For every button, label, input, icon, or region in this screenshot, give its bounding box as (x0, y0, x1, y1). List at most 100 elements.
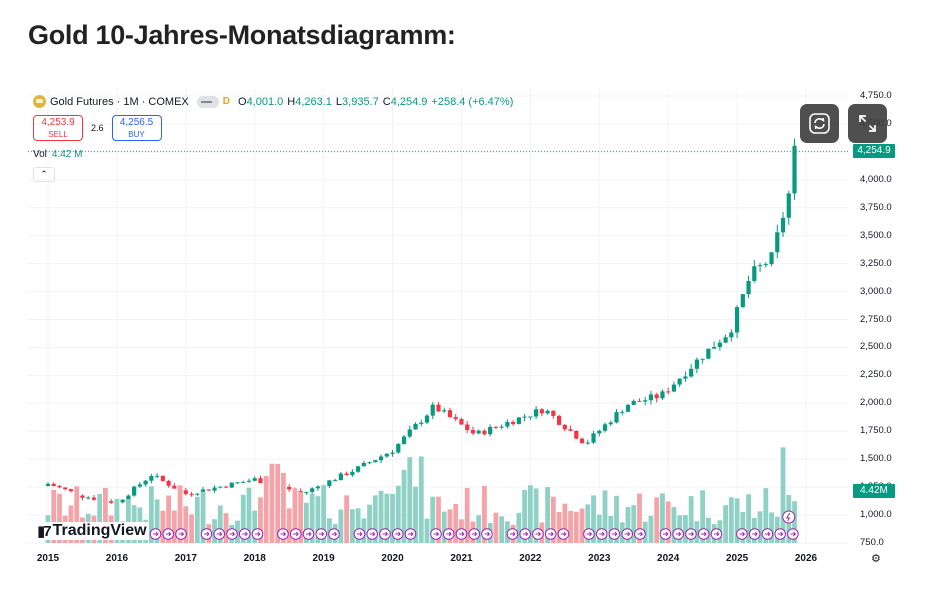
event-arrow-icon (624, 531, 631, 537)
candle (45, 483, 51, 487)
candle (407, 429, 412, 437)
volume-bar (579, 508, 585, 543)
candle (522, 416, 527, 418)
candle (355, 466, 361, 472)
volume-bar (441, 511, 447, 543)
volume-bar (654, 497, 660, 543)
candle (712, 347, 717, 349)
candle (447, 410, 453, 418)
volume-bar (740, 511, 746, 543)
candle (401, 436, 407, 444)
sell-label: SELL (48, 130, 68, 139)
chevron-up-icon[interactable]: ⌃ (33, 167, 55, 182)
volume-bar (660, 493, 665, 543)
candle (258, 478, 263, 484)
open-key: O (238, 95, 247, 108)
candle (298, 490, 303, 493)
buy-button[interactable]: 4,256.5 BUY (111, 115, 162, 141)
candle (424, 415, 430, 423)
symbol-title[interactable]: Gold Futures · 1M · COMEX (50, 95, 189, 108)
volume-bar (436, 496, 441, 543)
candle (143, 480, 148, 485)
candle (229, 482, 234, 488)
chart-canvas[interactable] (28, 88, 902, 570)
event-arrow-icon (165, 531, 172, 537)
volume-bar (395, 485, 401, 543)
volume-bar (430, 496, 436, 543)
price-tick-label: 3,750.0 (860, 201, 892, 213)
buy-label: BUY (128, 130, 145, 139)
candle (689, 368, 694, 377)
volume-bar (223, 513, 229, 543)
volume-bar (166, 495, 171, 543)
volume-bar (51, 489, 57, 543)
event-arrow-icon (599, 531, 605, 537)
candle (396, 443, 401, 453)
volume-bar (407, 457, 413, 543)
volume-bar (665, 501, 671, 543)
candle (195, 493, 200, 495)
candle (545, 410, 550, 414)
volume-bar (269, 463, 275, 543)
candle (361, 462, 366, 467)
volume-bar (476, 515, 482, 543)
toggle-icon[interactable] (196, 95, 219, 108)
candle (149, 476, 154, 481)
candle (436, 404, 441, 412)
price-tick-label: 2,500.0 (860, 341, 892, 353)
event-arrow-icon (701, 531, 707, 537)
event-arrow-icon (611, 531, 618, 537)
volume-bar (694, 521, 700, 543)
volume-bar (637, 493, 642, 543)
volume-bar (527, 485, 533, 543)
event-arrow-icon (356, 531, 363, 537)
candle (539, 409, 544, 414)
volume-bar (728, 497, 734, 543)
refresh-button[interactable] (800, 104, 839, 143)
volume-bar (384, 493, 390, 543)
candle (172, 485, 177, 489)
candle (734, 307, 740, 333)
fullscreen-button[interactable] (848, 104, 887, 143)
candle (160, 475, 165, 481)
volume-bar (103, 487, 108, 543)
event-arrow-icon (560, 531, 567, 537)
volume-bar (631, 505, 637, 543)
volume-bar (573, 511, 579, 543)
gold-logo-icon (33, 95, 46, 108)
volume-bar (453, 503, 459, 543)
event-arrow-icon (382, 531, 389, 537)
volume-bar (550, 496, 556, 543)
sell-button[interactable]: 4,253.9 SELL (33, 115, 83, 141)
candle (534, 409, 539, 417)
volume-bar (160, 510, 166, 543)
price-tick-label: 3,000.0 (860, 285, 892, 297)
candle (218, 486, 223, 488)
volume-bar (769, 512, 774, 543)
price-tick-label: 3,500.0 (860, 229, 892, 241)
year-tick-label: 2023 (588, 553, 611, 564)
candle (465, 424, 470, 431)
price-tick-label: 750.0 (860, 537, 884, 548)
candle (637, 400, 642, 402)
candle (68, 489, 74, 492)
volume-bar (378, 490, 384, 543)
gear-icon[interactable]: ⚙ (871, 553, 881, 565)
candle (556, 415, 562, 425)
year-tick-label: 2024 (657, 553, 680, 564)
chart-widget[interactable]: Gold Futures · 1M · COMEX D O 4,001.0 H 4,… (28, 88, 902, 570)
candle (419, 422, 424, 424)
candle (373, 460, 378, 463)
candle (155, 475, 160, 477)
tradingview-logo[interactable]: ▮7 TradingView (35, 522, 149, 540)
candle (189, 494, 194, 496)
candle (694, 359, 699, 369)
year-tick-label: 2020 (381, 553, 404, 564)
event-arrow-icon (293, 531, 299, 537)
volume-bar (545, 487, 550, 543)
event-arrow-icon (548, 531, 554, 537)
tradingview-wordmark: TradingView (52, 522, 147, 539)
candle (470, 430, 476, 434)
candle (109, 501, 114, 503)
volume-bar (349, 509, 355, 543)
